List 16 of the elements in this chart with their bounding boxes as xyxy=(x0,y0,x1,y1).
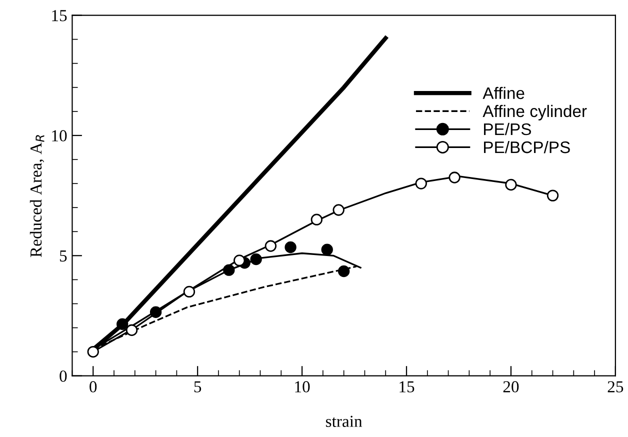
y-axis-title: Reduced Area, A$_{R}$ xyxy=(30,135,44,258)
x-tick-label: 25 xyxy=(608,381,624,392)
y-tick-label: 0 xyxy=(60,370,67,382)
x-tick-label: 10 xyxy=(295,381,310,392)
legend-label: Affine xyxy=(482,86,524,100)
x-tick-label: 20 xyxy=(503,381,519,392)
y-tick-label: 15 xyxy=(52,10,67,22)
legend-label: Affine cylinder xyxy=(482,104,587,120)
x-tick-label: 5 xyxy=(194,381,202,392)
legend-label: PE/BCP/PS xyxy=(484,140,570,154)
y-tick-label: 5 xyxy=(60,250,67,262)
x-tick-label: 15 xyxy=(400,381,414,392)
x-tick-label: 0 xyxy=(90,381,97,392)
y-tick-label: 10 xyxy=(52,130,67,142)
x-axis-title: strain xyxy=(326,416,362,427)
legend-label: PE/PS xyxy=(484,122,531,136)
